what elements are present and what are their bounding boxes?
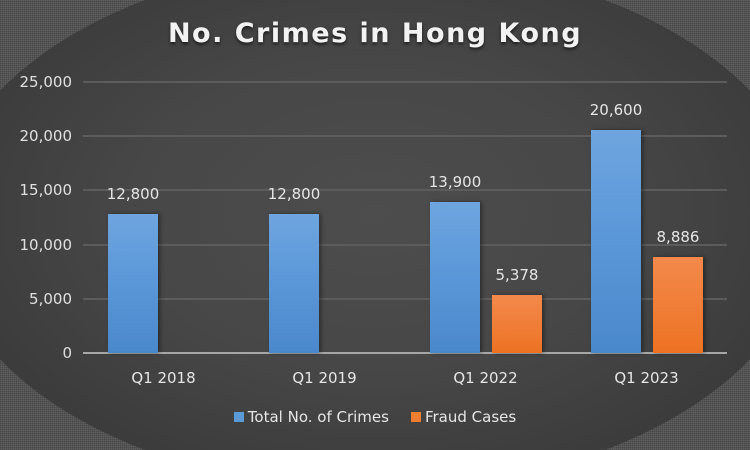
- x-tick-label: Q1 2018: [131, 369, 196, 387]
- legend-swatch-fraud: [410, 412, 421, 422]
- data-label: 8,886: [656, 227, 700, 246]
- bar-fraud-q1-2023[interactable]: [653, 256, 703, 353]
- y-tick-label: 5,000: [29, 289, 72, 308]
- legend: Total No. of Crimes Fraud Cases: [0, 408, 750, 426]
- legend-item-total: Total No. of Crimes: [233, 408, 389, 426]
- x-tick-label: Q1 2019: [292, 369, 357, 387]
- gridline: [83, 81, 727, 83]
- y-tick-label: 25,000: [19, 73, 73, 91]
- y-tick-label: 15,000: [19, 181, 73, 200]
- bar-total-q1-2023[interactable]: [591, 129, 641, 353]
- gridline: [83, 243, 727, 246]
- x-tick-label: Q1 2022: [453, 369, 518, 387]
- bar-fraud-q1-2022[interactable]: [492, 294, 542, 353]
- gridline: [83, 297, 727, 300]
- gridline: [83, 135, 727, 138]
- data-label: 12,800: [106, 185, 160, 204]
- bar-total-q1-2022[interactable]: [430, 202, 480, 353]
- data-label: 5,378: [495, 265, 539, 284]
- y-tick-label: 10,000: [19, 235, 73, 254]
- chart-title: No. Crimes in Hong Kong: [167, 18, 583, 49]
- data-label: 20,600: [589, 100, 643, 119]
- data-label: 12,800: [267, 185, 321, 204]
- gridline: [83, 189, 727, 192]
- y-tick-label: 20,000: [19, 127, 73, 146]
- legend-item-fraud: Fraud Cases: [410, 408, 517, 426]
- legend-label-fraud: Fraud Cases: [424, 408, 517, 426]
- y-tick-label: 0: [62, 344, 72, 362]
- bar-total-q1-2018[interactable]: [108, 214, 158, 353]
- bar-total-q1-2019[interactable]: [269, 214, 319, 353]
- plot-area: 12,800 12,800 13,900 5,378 20,600 8,886: [83, 81, 727, 354]
- legend-label-total: Total No. of Crimes: [247, 408, 389, 426]
- legend-swatch-total: [233, 412, 244, 422]
- x-tick-label: Q1 2023: [614, 369, 679, 387]
- x-axis-line: [83, 352, 727, 354]
- data-label: 13,900: [428, 173, 482, 192]
